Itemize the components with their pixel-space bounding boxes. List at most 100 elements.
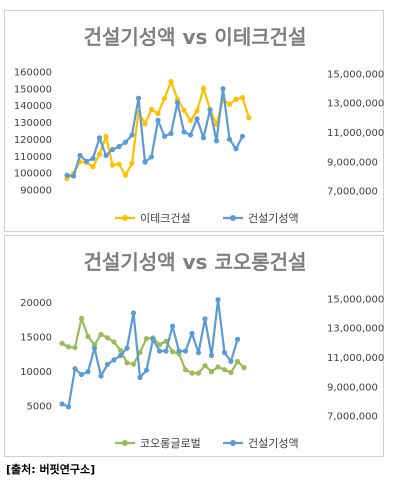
- series-etech-point: [142, 121, 148, 127]
- series-kolon-point: [234, 358, 241, 364]
- series-construction-kolon-point: [169, 323, 176, 329]
- series-construction-kolon-point: [117, 352, 124, 359]
- series-construction-kolon-point: [85, 369, 91, 375]
- legend-label: 건설기성액: [248, 212, 299, 225]
- y-right-tick-label: 15,000,000: [327, 69, 384, 80]
- series-kolon-point: [59, 340, 65, 346]
- legend-label: 이테크건설: [140, 212, 191, 225]
- series-construction-kolon-point: [150, 336, 156, 342]
- series-kolon-point: [189, 370, 195, 376]
- series-construction-kolon-point: [130, 310, 137, 316]
- series-etech-point: [116, 161, 122, 167]
- series-construction-kolon-line: [61, 298, 239, 408]
- series-construction-etech-point: [135, 95, 142, 101]
- legend-label: 코오롱글로벌: [140, 437, 201, 450]
- series-kolon-point: [208, 369, 215, 375]
- series-etech-point: [122, 172, 129, 178]
- legend-label: 건설기성액: [248, 437, 299, 450]
- series-construction-kolon-point: [111, 357, 117, 363]
- y-right-tick-label: 9,000,000: [327, 382, 378, 393]
- y-right-tick-label: 13,000,000: [327, 99, 384, 110]
- y-left-tick-label: 10000: [20, 367, 52, 378]
- chart-panel-kolon: 건설기성액 vs 코오롱건설 20000 15000 10000 5000 15,000,…: [4, 235, 384, 457]
- series-construction-etech-point: [70, 173, 77, 179]
- y-right-tick-label: 7,000,000: [327, 412, 378, 423]
- series-construction-kolon-point: [176, 348, 182, 354]
- series-construction-kolon-point: [163, 348, 169, 354]
- series-construction-kolon-point: [98, 373, 104, 379]
- series-construction-kolon-point: [91, 345, 98, 351]
- series-construction-kolon-point: [221, 349, 228, 356]
- series-kolon-point: [241, 365, 247, 371]
- series-construction-etech-point: [207, 107, 213, 113]
- series-kolon-point: [143, 335, 150, 342]
- y-left-tick-label: 5000: [27, 402, 52, 413]
- series-kolon-point: [221, 367, 228, 373]
- y-left-tick-label: 110000: [14, 152, 52, 163]
- series-kolon-point: [72, 344, 78, 351]
- series-etech-point: [200, 85, 207, 91]
- series-construction-kolon-point: [228, 358, 234, 364]
- series-construction-etech-point: [239, 133, 246, 139]
- series-construction-kolon-point: [182, 348, 189, 354]
- series-construction-kolon-point: [195, 349, 202, 356]
- y-left-tick-label: 150000: [14, 84, 52, 95]
- series-construction-etech-point: [181, 129, 187, 135]
- series-construction-etech-point: [129, 132, 135, 138]
- series-construction-etech-point: [77, 152, 83, 159]
- series-etech-point: [155, 111, 161, 117]
- series-construction-kolon-point: [208, 352, 215, 359]
- series-kolon-point: [195, 370, 202, 376]
- chart-title: 건설기성액 vs 이테크건설: [84, 25, 307, 49]
- series-construction-kolon-point: [234, 336, 241, 342]
- series-construction-kolon-point: [156, 348, 163, 354]
- series-etech-point: [187, 117, 194, 123]
- series-construction-etech-point: [103, 152, 109, 159]
- series-construction-etech-point: [213, 138, 220, 144]
- y-left-tick-label: 100000: [14, 169, 52, 180]
- series-construction-etech-point: [109, 146, 116, 153]
- series-construction-etech-point: [148, 154, 155, 160]
- series-construction-kolon-point: [72, 366, 78, 372]
- series-construction-etech-point: [220, 86, 226, 92]
- series-construction-kolon-point: [59, 401, 65, 407]
- y-left-tick-label: 20000: [20, 298, 52, 309]
- series-etech-point: [239, 94, 246, 101]
- source-label: [출처: 버핏연구소]: [6, 463, 96, 476]
- legend-swatch-marker: [122, 440, 128, 446]
- y-left-tick-label: 120000: [14, 135, 52, 146]
- series-construction-kolon-point: [65, 404, 72, 410]
- chart-panel-etech: 건설기성액 vs 이테크건설 160000 150000 140000 130000 12…: [4, 10, 384, 232]
- series-construction-etech-point: [122, 139, 129, 145]
- series-construction-etech-point: [64, 172, 70, 178]
- y-left-tick-label: 140000: [14, 101, 52, 112]
- series-construction-etech-point: [168, 130, 174, 137]
- series-construction-etech-line: [66, 87, 244, 178]
- y-right-tick-label: 15,000,000: [327, 294, 384, 305]
- y-left-tick-label: 130000: [14, 118, 52, 129]
- y-right-tick-label: 9,000,000: [327, 157, 378, 168]
- series-construction-kolon-point: [143, 367, 150, 373]
- series-kolon-point: [202, 362, 208, 369]
- y-right-tick-label: 11,000,000: [327, 353, 384, 364]
- series-construction-etech-point: [155, 117, 161, 123]
- series-kolon-point: [156, 342, 163, 348]
- series-etech-point: [148, 106, 155, 113]
- y-left-tick-label: 90000: [20, 186, 52, 197]
- legend-swatch-marker: [122, 215, 128, 221]
- series-etech-point: [129, 160, 135, 167]
- series-construction-kolon-point: [78, 371, 85, 378]
- series-construction-etech-point: [226, 136, 233, 142]
- series-kolon-point: [130, 361, 137, 367]
- series-construction-etech-point: [83, 158, 90, 164]
- series-etech-point: [161, 95, 168, 102]
- series-kolon-point: [117, 347, 124, 353]
- series-construction-kolon-point: [202, 316, 208, 322]
- series-construction-etech-point: [200, 135, 207, 141]
- series-etech-point: [226, 101, 233, 107]
- legend-swatch-marker: [230, 440, 236, 446]
- series-construction-etech-point: [233, 146, 239, 152]
- series-construction-etech-point: [116, 144, 122, 150]
- series-etech-point: [109, 162, 116, 168]
- series-kolon-point: [215, 364, 221, 370]
